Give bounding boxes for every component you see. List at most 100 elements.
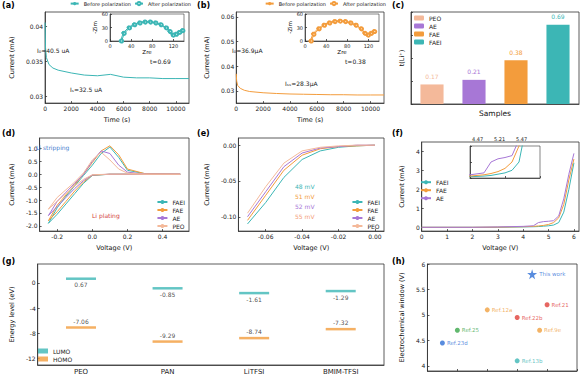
svg-text:-0.85: -0.85 <box>160 291 176 298</box>
svg-text:6: 6 <box>572 233 576 240</box>
svg-text:t(Li⁺): t(Li⁺) <box>398 50 406 66</box>
svg-text:60: 60 <box>297 11 303 17</box>
svg-text:4.5: 4.5 <box>416 337 426 344</box>
svg-text:120: 120 <box>364 43 374 49</box>
svg-text:0: 0 <box>420 233 424 240</box>
svg-text:Before polarization: Before polarization <box>84 1 131 8</box>
svg-text:Ref.12a: Ref.12a <box>492 307 513 313</box>
svg-text:4.47: 4.47 <box>472 136 483 142</box>
svg-text:Iₛₛ=28.3μA: Iₛₛ=28.3μA <box>285 80 318 88</box>
svg-text:PAN: PAN <box>161 368 175 376</box>
svg-text:(c): (c) <box>392 1 404 10</box>
svg-text:1: 1 <box>416 205 420 212</box>
svg-text:6: 6 <box>422 261 426 268</box>
svg-text:5: 5 <box>547 233 551 240</box>
svg-text:This work: This work <box>538 271 566 277</box>
svg-text:-0.02: -0.02 <box>331 233 347 240</box>
svg-text:Li plating: Li plating <box>92 212 120 220</box>
svg-text:0.04: 0.04 <box>221 63 235 70</box>
svg-text:51 mV: 51 mV <box>295 193 315 200</box>
svg-text:Ref.22b: Ref.22b <box>522 315 543 321</box>
svg-text:-Zim: -Zim <box>287 21 293 34</box>
svg-text:Zre: Zre <box>337 49 347 55</box>
svg-text:-0.10: -0.10 <box>221 213 237 220</box>
svg-text:0.035: 0.035 <box>26 58 43 65</box>
svg-text:Current (mA): Current (mA) <box>203 36 211 78</box>
svg-text:Ref.9e: Ref.9e <box>544 327 562 333</box>
svg-text:PEO: PEO <box>172 223 184 230</box>
svg-text:FAEI: FAEI <box>172 199 185 206</box>
svg-text:0.0: 0.0 <box>88 233 98 240</box>
svg-text:-2.0: -2.0 <box>26 222 38 229</box>
svg-text:(h): (h) <box>392 257 405 266</box>
svg-text:Voltage (V): Voltage (V) <box>482 244 518 252</box>
svg-text:5.5: 5.5 <box>416 286 426 293</box>
svg-text:(a): (a) <box>2 1 15 10</box>
svg-text:0.05: 0.05 <box>221 38 235 45</box>
svg-text:-9.29: -9.29 <box>160 332 176 339</box>
svg-text:8000: 8000 <box>142 105 157 112</box>
svg-text:Li stripping: Li stripping <box>36 144 70 152</box>
svg-text:Voltage (V): Voltage (V) <box>293 244 329 252</box>
svg-text:Zre: Zre <box>142 49 152 55</box>
svg-text:(d): (d) <box>2 129 15 138</box>
svg-text:0.00: 0.00 <box>223 142 237 149</box>
svg-text:3: 3 <box>496 233 500 240</box>
svg-text:0.5: 0.5 <box>28 158 38 165</box>
svg-text:Ref.25: Ref.25 <box>462 327 480 333</box>
svg-text:4000: 4000 <box>282 105 297 112</box>
svg-text:30: 30 <box>297 25 303 31</box>
svg-text:Electrochemical window (V): Electrochemical window (V) <box>398 272 406 362</box>
svg-text:4: 4 <box>416 148 420 155</box>
svg-text:6000: 6000 <box>116 105 131 112</box>
svg-text:-0.04: -0.04 <box>294 233 310 240</box>
svg-text:After polarization: After polarization <box>148 1 191 8</box>
svg-text:120: 120 <box>169 43 179 49</box>
svg-text:-1.61: -1.61 <box>246 296 262 303</box>
svg-text:-1.0: -1.0 <box>26 197 38 204</box>
svg-text:5: 5 <box>422 311 426 318</box>
svg-text:0.21: 0.21 <box>467 68 481 75</box>
svg-text:FAEI: FAEI <box>367 199 380 206</box>
svg-text:5.47: 5.47 <box>516 136 527 142</box>
svg-text:0.2: 0.2 <box>123 233 133 240</box>
svg-text:Ref.23d: Ref.23d <box>447 340 468 346</box>
svg-text:0.17: 0.17 <box>425 73 439 80</box>
svg-text:0.38: 0.38 <box>509 49 523 56</box>
svg-text:(f): (f) <box>392 129 403 138</box>
svg-text:Energy level (eV): Energy level (eV) <box>8 287 16 343</box>
svg-text:55 mV: 55 mV <box>295 213 315 220</box>
svg-text:2: 2 <box>471 233 475 240</box>
svg-text:FAEI: FAEI <box>429 39 442 46</box>
svg-text:4: 4 <box>521 233 525 240</box>
svg-text:(g): (g) <box>2 257 15 266</box>
svg-text:0.67: 0.67 <box>74 281 88 288</box>
svg-text:Current (mA): Current (mA) <box>398 165 406 207</box>
svg-text:-7.06: -7.06 <box>73 318 89 325</box>
svg-text:-8: -8 <box>30 330 36 337</box>
svg-text:PEO: PEO <box>367 223 379 230</box>
svg-text:1: 1 <box>445 233 449 240</box>
svg-text:-Zim: -Zim <box>92 21 98 34</box>
svg-text:3: 3 <box>416 167 420 174</box>
svg-text:Samples: Samples <box>479 109 511 118</box>
svg-text:Before polarization: Before polarization <box>279 1 326 8</box>
svg-text:I₀=40.5 uA: I₀=40.5 uA <box>37 47 70 54</box>
svg-text:5.21: 5.21 <box>494 136 505 142</box>
svg-text:0.4: 0.4 <box>158 233 168 240</box>
svg-text:-0.5: -0.5 <box>26 184 38 191</box>
svg-text:Iₛ=32.5 uA: Iₛ=32.5 uA <box>70 86 103 93</box>
svg-text:2: 2 <box>416 186 420 193</box>
svg-text:0.00: 0.00 <box>368 233 382 240</box>
svg-text:0: 0 <box>303 43 306 49</box>
svg-text:-1.29: -1.29 <box>333 294 349 301</box>
svg-text:0: 0 <box>108 43 111 49</box>
svg-text:0.06: 0.06 <box>221 13 235 20</box>
svg-text:HOMO: HOMO <box>53 356 72 363</box>
svg-text:Current (mA): Current (mA) <box>8 36 16 78</box>
svg-text:t=0.69: t=0.69 <box>150 58 171 65</box>
svg-text:After polarization: After polarization <box>343 1 386 8</box>
svg-text:2000: 2000 <box>255 105 270 112</box>
svg-text:40: 40 <box>128 43 134 49</box>
svg-text:FAEI: FAEI <box>436 179 449 186</box>
